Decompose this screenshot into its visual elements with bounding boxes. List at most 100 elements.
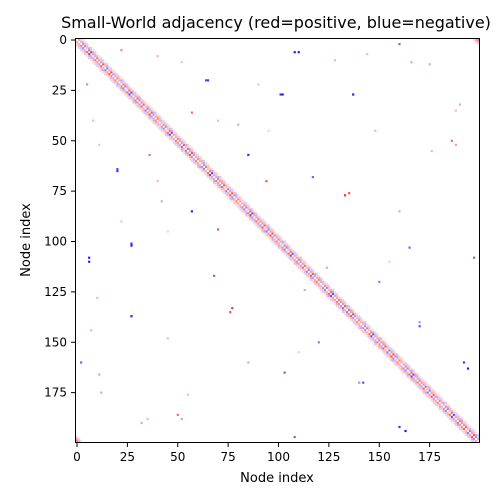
heatmap-cell	[287, 246, 290, 249]
heatmap-cell	[440, 397, 443, 400]
heatmap-cell	[476, 41, 480, 44]
heatmap-cell	[444, 401, 447, 404]
heatmap-cell	[364, 323, 367, 326]
heatmap-cell	[414, 381, 417, 384]
heatmap-cell	[468, 425, 472, 429]
heatmap-cell	[110, 69, 113, 72]
heatmap-cell	[406, 367, 409, 370]
heatmap-cell	[235, 192, 238, 195]
heatmap-cell	[84, 51, 87, 54]
heatmap-cell	[404, 361, 407, 364]
x-tick-label: 175	[418, 450, 441, 464]
heatmap-cell	[156, 113, 159, 116]
heatmap-cell	[394, 361, 397, 364]
heatmap-cell	[156, 123, 159, 126]
heatmap-cell	[80, 41, 83, 44]
heatmap-cell	[182, 141, 185, 144]
heatmap-cell	[315, 276, 318, 279]
heatmap-cell	[249, 206, 252, 209]
heatmap-cell	[94, 55, 97, 58]
heatmap-cell	[130, 97, 133, 100]
heatmap-cell	[335, 292, 339, 296]
heatmap-cell	[466, 427, 470, 431]
heatmap-cell	[96, 57, 99, 60]
heatmap-cell	[404, 373, 407, 376]
heatmap-cell	[78, 47, 81, 50]
heatmap-cell	[408, 375, 411, 378]
shortcut-cell	[98, 373, 101, 376]
shortcut-cell	[130, 315, 133, 318]
heatmap-cell	[412, 371, 415, 374]
heatmap-cell	[325, 290, 329, 294]
heatmap-cell	[323, 280, 327, 283]
shortcut-cell	[410, 61, 413, 64]
shortcut-cell	[388, 260, 391, 263]
heatmap-cell	[265, 226, 268, 229]
heatmap-cell	[462, 419, 466, 423]
heatmap-cell	[339, 296, 343, 300]
heatmap-cell	[253, 218, 256, 221]
heatmap-cell	[223, 190, 226, 193]
heatmap-cell	[271, 228, 274, 231]
shortcut-cell	[130, 242, 133, 245]
heatmap-cell	[273, 234, 276, 237]
y-tick-label: 75	[52, 184, 67, 198]
heatmap-cell	[335, 296, 339, 300]
heatmap-cell	[289, 254, 292, 257]
heatmap-cell	[235, 204, 238, 207]
heatmap-cell	[376, 345, 379, 348]
heatmap-cell	[263, 230, 266, 233]
heatmap-cell	[398, 355, 401, 358]
heatmap-cell	[225, 194, 228, 197]
heatmap-cell	[283, 242, 286, 245]
heatmap-cell	[200, 157, 204, 161]
heatmap-cell	[130, 87, 133, 90]
heatmap-cell	[398, 359, 401, 362]
heatmap-cell	[301, 262, 304, 265]
heatmap-cell	[446, 405, 449, 408]
heatmap-cell	[321, 278, 324, 281]
heatmap-cell	[211, 171, 214, 175]
heatmap-cell	[452, 409, 455, 412]
heatmap-cell	[402, 369, 405, 372]
heatmap-cell	[124, 91, 127, 94]
heatmap-cell	[241, 206, 244, 209]
heatmap-cell	[106, 71, 109, 74]
heatmap-cell	[122, 83, 125, 86]
heatmap-cell	[76, 437, 79, 441]
heatmap-cell	[408, 377, 411, 380]
heatmap-cell	[452, 419, 455, 423]
heatmap-cell	[82, 41, 85, 44]
heatmap-cell	[454, 419, 457, 423]
heatmap-cell	[267, 234, 270, 237]
heatmap-cell	[170, 129, 173, 132]
heatmap-cell	[269, 228, 272, 231]
heatmap-cells	[76, 39, 480, 443]
heatmap-cell	[132, 93, 135, 96]
shortcut-cell	[458, 103, 462, 106]
heatmap-cell	[132, 99, 135, 102]
heatmap-cell	[281, 246, 284, 249]
heatmap-cell	[378, 335, 381, 338]
heatmap-cell	[88, 45, 91, 48]
heatmap-cell	[293, 252, 296, 255]
heatmap-cell	[102, 61, 105, 64]
heatmap-cell	[444, 405, 447, 408]
heatmap-cell	[110, 67, 113, 70]
heatmap-cell	[257, 222, 260, 225]
heatmap-cell	[176, 133, 179, 136]
heatmap-cell	[211, 178, 214, 181]
heatmap-cell	[414, 383, 417, 386]
heatmap-cell	[283, 240, 286, 243]
heatmap-cell	[305, 266, 308, 269]
heatmap-cell	[265, 234, 268, 237]
shortcut-cell	[472, 256, 476, 259]
heatmap-cell	[194, 155, 198, 159]
heatmap-cell	[388, 357, 391, 360]
heatmap-cell	[297, 256, 300, 259]
heatmap-cell	[394, 355, 397, 358]
heatmap-cell	[86, 45, 89, 48]
heatmap-cell	[134, 99, 137, 102]
heatmap-cell	[122, 91, 125, 94]
heatmap-cell	[380, 339, 383, 342]
